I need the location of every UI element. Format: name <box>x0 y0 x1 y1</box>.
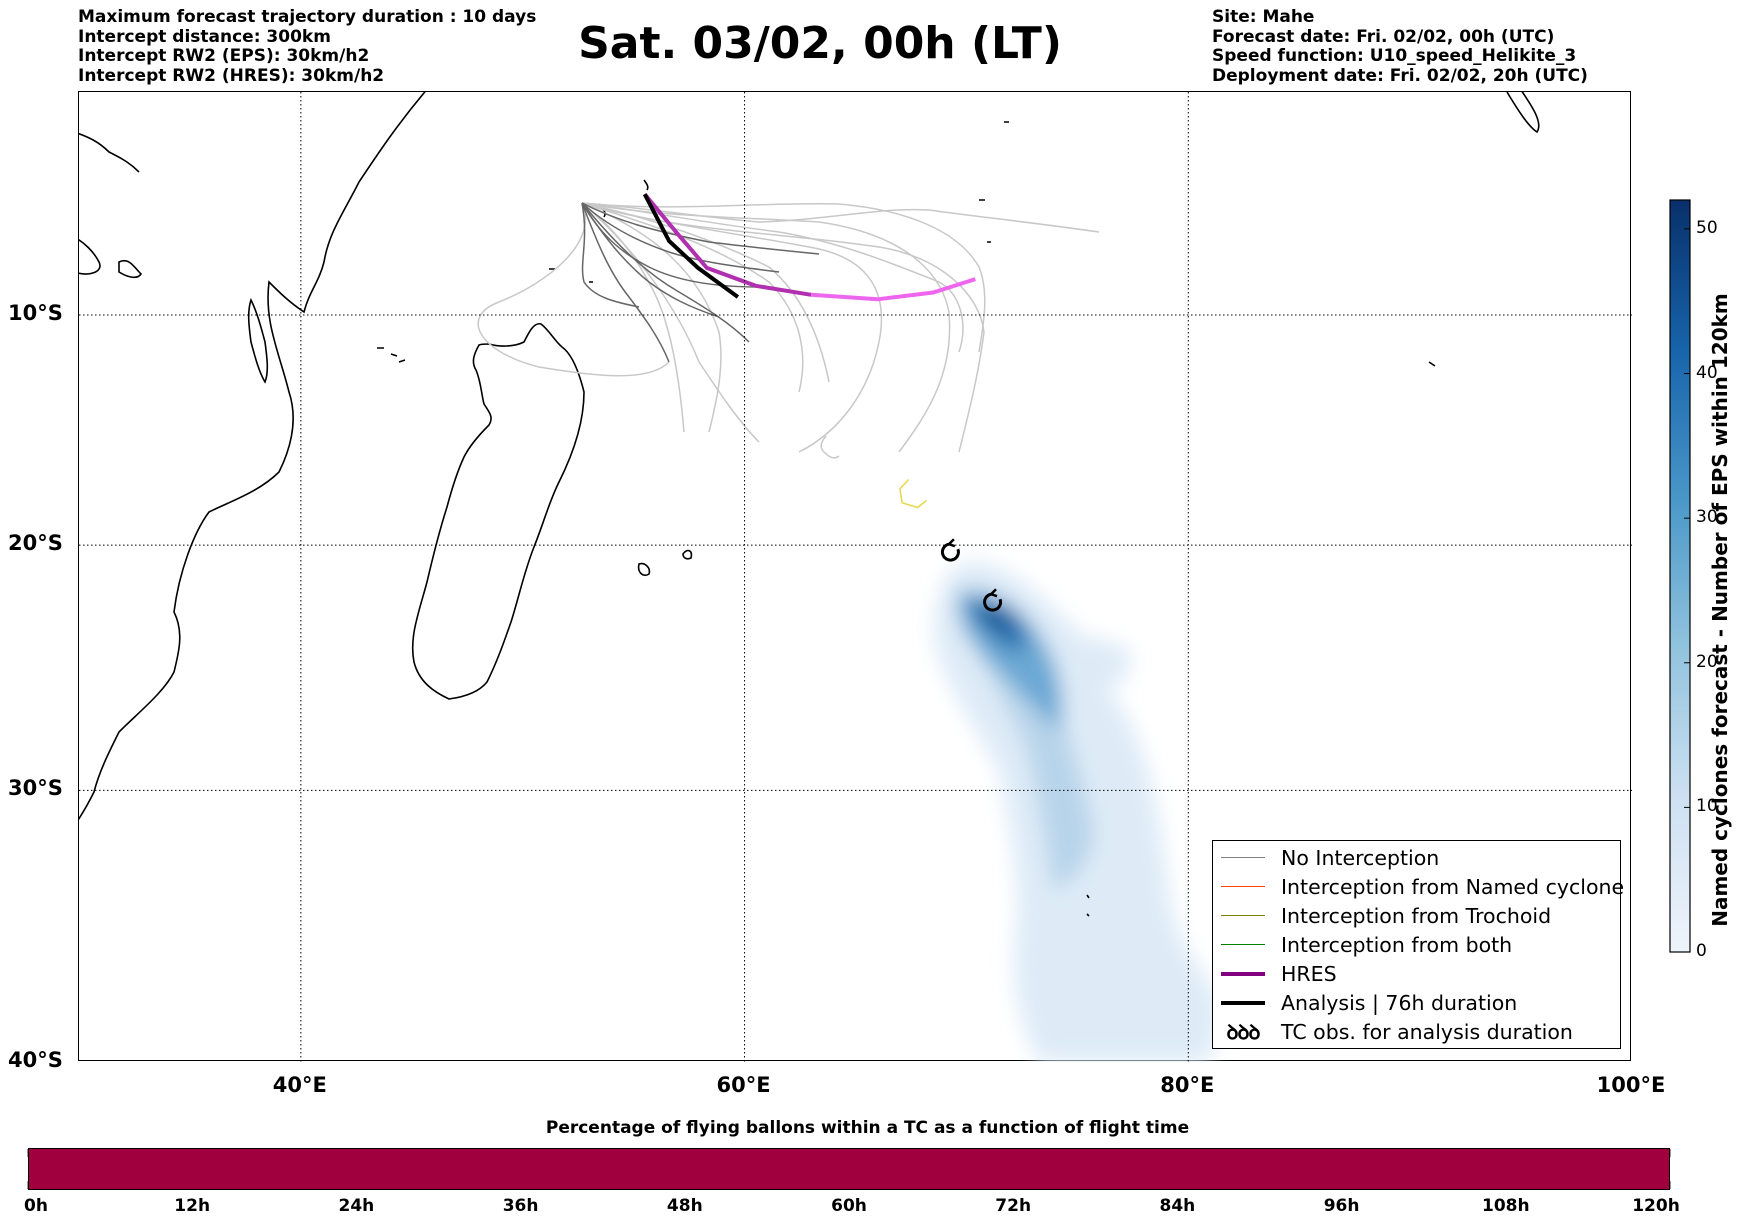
eps-tracks-light <box>477 202 1100 459</box>
legend-swatch-olive <box>1221 915 1265 916</box>
colorbar-tick-label: 40 <box>1696 362 1718 383</box>
header-intercept-distance: Intercept distance: 300km <box>78 26 331 47</box>
percent-bar-tick-label: 60h <box>831 1196 867 1216</box>
percent-bar-tick-label: 84h <box>1159 1196 1196 1216</box>
legend-label: No Interception <box>1281 845 1440 870</box>
colorbar <box>1669 199 1691 953</box>
header-left: Maximum forecast trajectory duration : 1… <box>78 7 537 86</box>
lat-tick-label: 30°S <box>8 776 63 801</box>
header-intercept-eps: Intercept RW2 (EPS): 30km/h2 <box>78 46 370 66</box>
legend-item-no-interception: No Interception <box>1213 843 1439 872</box>
percent-bar-tick-label: 96h <box>1323 1196 1360 1216</box>
percent-bar-tick-label: 12h <box>174 1196 211 1216</box>
lat-tick-label: 20°S <box>8 531 63 556</box>
yellow-track <box>899 478 927 509</box>
legend-item-hres: HRES <box>1213 959 1337 988</box>
legend-label: TC obs. for analysis duration <box>1281 1019 1573 1044</box>
lon-tick-label: 40°E <box>272 1073 327 1097</box>
legend-label: Interception from both <box>1281 932 1513 957</box>
percent-bar-tick-label: 108h <box>1482 1196 1530 1216</box>
colorbar-title: Named cyclones forecast - Number of EPS … <box>1708 293 1732 927</box>
legend-item-both: Interception from both <box>1213 930 1512 959</box>
percent-bar-tick-label: 48h <box>666 1196 703 1216</box>
tc-obs-icon <box>940 538 960 562</box>
header-deployment-date: Deployment date: Fri. 02/02, 20h (UTC) <box>1212 65 1588 86</box>
header-speed-function: Speed function: U10_speed_Helikite_3 <box>1212 46 1577 66</box>
legend-item-named-cyclone: Interception from Named cyclone <box>1213 872 1624 901</box>
legend-label: Interception from Trochoid <box>1281 903 1552 928</box>
header-forecast-date: Forecast date: Fri. 02/02, 00h (UTC) <box>1212 26 1555 47</box>
tc-symbol-icon: ꝺꝺꝺ <box>1226 1020 1261 1044</box>
legend-label: Interception from Named cyclone <box>1281 874 1625 899</box>
percent-bar <box>28 1148 1670 1190</box>
percent-bar-tick-label: 36h <box>502 1196 539 1216</box>
legend-swatch-orange <box>1221 886 1265 887</box>
legend-swatch-gray <box>1221 857 1265 858</box>
header-intercept-hres: Intercept RW2 (HRES): 30km/h2 <box>78 65 385 86</box>
lon-tick-label: 100°E <box>1596 1073 1666 1097</box>
percent-bar-title: Percentage of flying ballons within a TC… <box>545 1118 1190 1138</box>
analysis-track <box>642 193 740 299</box>
eps-density-swath <box>934 561 1221 1062</box>
map-canvas <box>79 92 1632 1062</box>
percent-bar-tick-label: 24h <box>338 1196 375 1216</box>
coastlines <box>79 92 1540 917</box>
percent-bar-tick-label: 72h <box>995 1196 1032 1216</box>
colorbar-tick-label: 20 <box>1696 651 1718 672</box>
colorbar-tick-label: 30 <box>1696 507 1718 528</box>
legend: No Interception Interception from Named … <box>1212 840 1624 1049</box>
colorbar-tick-label: 0 <box>1696 941 1707 961</box>
tc-obs-layer <box>940 538 1003 612</box>
header-site: Site: Mahe <box>1212 7 1315 27</box>
eps-tracks-dark <box>581 202 820 363</box>
legend-item-analysis: Analysis | 76h duration <box>1213 988 1517 1017</box>
lon-tick-label: 80°E <box>1160 1073 1215 1097</box>
percent-bar-tick-label: 120h <box>1632 1196 1680 1216</box>
legend-swatch-green <box>1221 944 1265 945</box>
colorbar-tick-label: 10 <box>1696 796 1718 817</box>
tc-obs-icon <box>983 588 1003 612</box>
map-frame <box>78 91 1632 1062</box>
graticule <box>79 92 1632 1062</box>
colorbar-tick-label: 50 <box>1696 217 1718 238</box>
legend-swatch-black <box>1221 1000 1265 1005</box>
percent-bar-tick-label: 0h <box>24 1196 48 1216</box>
header-right: Site: Mahe Forecast date: Fri. 02/02, 00… <box>1212 7 1588 86</box>
legend-label: HRES <box>1281 961 1337 986</box>
lon-tick-label: 60°E <box>716 1073 771 1097</box>
legend-item-trochoid: Interception from Trochoid <box>1213 901 1551 930</box>
header-max-duration: Maximum forecast trajectory duration : 1… <box>78 7 537 27</box>
legend-item-tc-obs: ꝺꝺꝺ TC obs. for analysis duration <box>1213 1017 1573 1046</box>
lat-tick-label: 10°S <box>8 301 63 326</box>
hres-track <box>643 192 812 297</box>
lat-tick-label: 40°S <box>8 1048 63 1072</box>
legend-label: Analysis | 76h duration <box>1281 990 1518 1015</box>
map-title: Sat. 03/02, 00h (LT) <box>578 18 1062 69</box>
colorbar-tick-marks <box>1684 228 1690 953</box>
legend-swatch-purple <box>1221 971 1265 976</box>
hres-track-pink <box>810 277 976 302</box>
